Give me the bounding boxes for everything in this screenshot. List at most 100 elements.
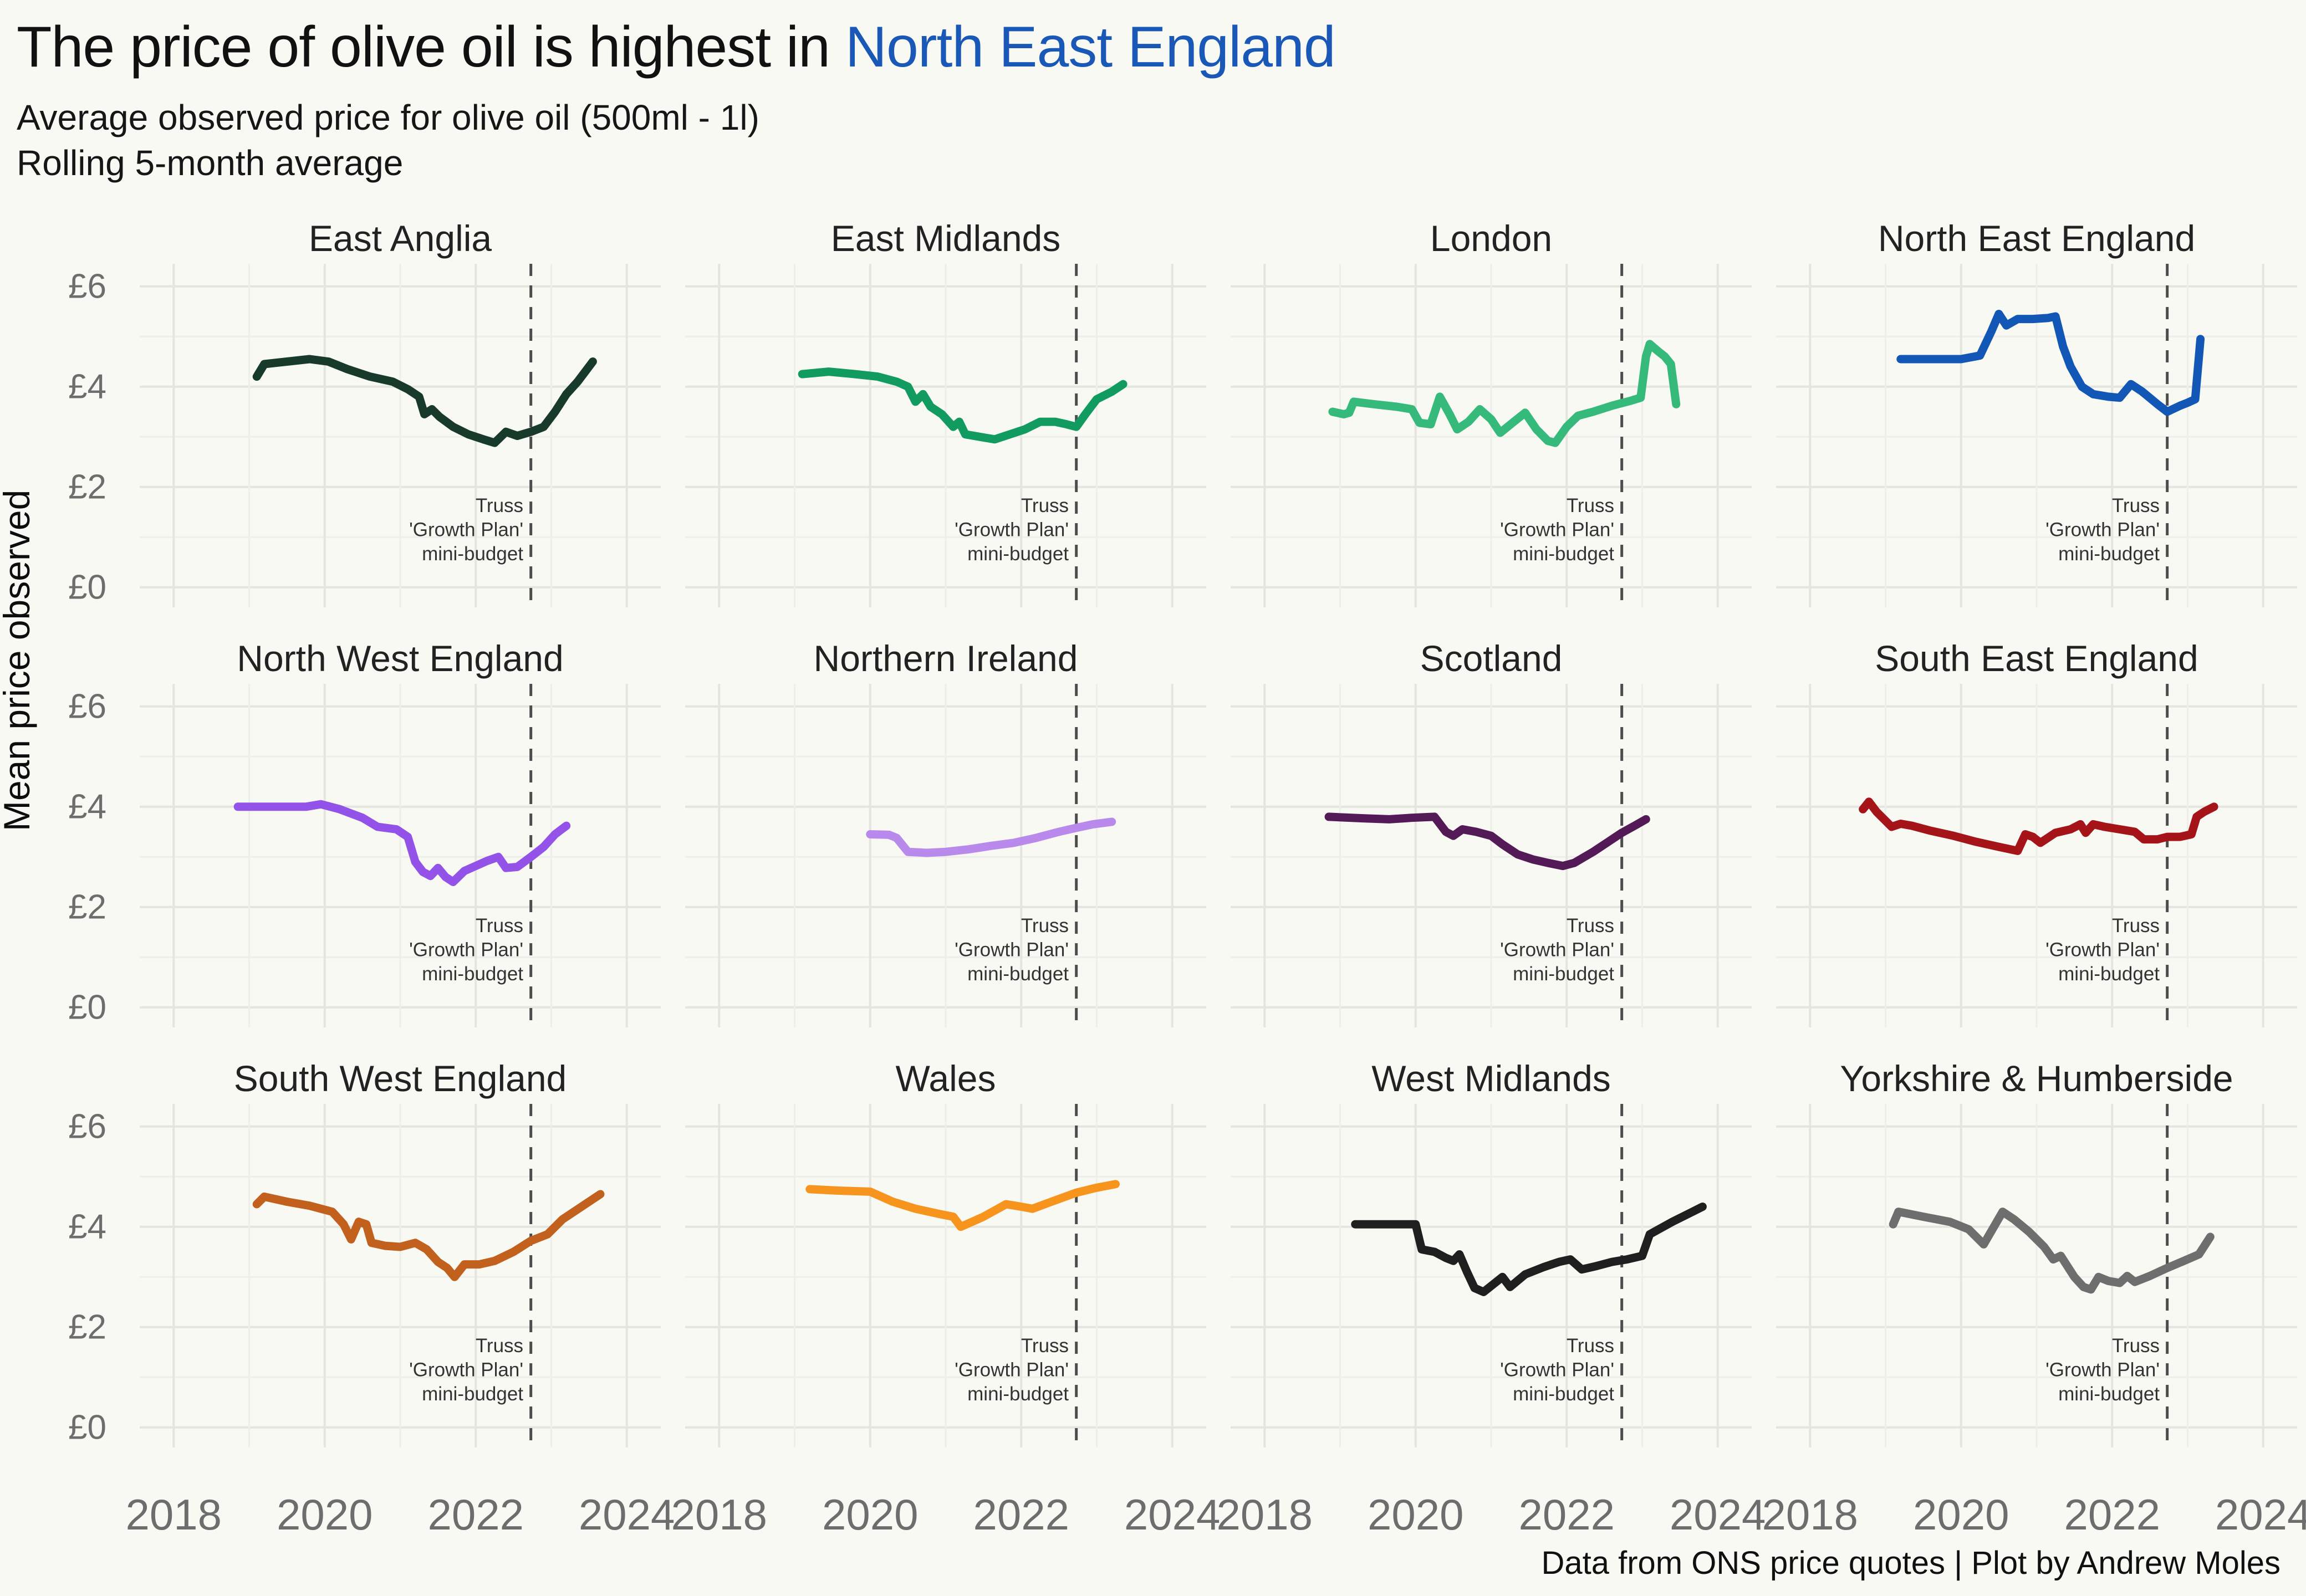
event-annotation-line-1: Truss [476, 915, 523, 937]
gutter-spacer [10, 217, 115, 264]
x-tick-label: 2018 [1216, 1490, 1313, 1539]
subtitle-line-1: Average observed price for olive oil (50… [17, 97, 759, 137]
event-annotation-line-1: Truss [2112, 915, 2160, 937]
subplot-london: London Truss 'Growth Plan' mini-budget [1231, 217, 1752, 607]
price-line-north-east-england [1896, 310, 2205, 416]
subplot-canvas: Truss'Growth Plan'mini-budget [1776, 264, 2297, 607]
subplot-northern-ireland: Northern Ireland Truss 'Growth Plan' mini-b… [685, 637, 1206, 1027]
x-tick-label: 2020 [1368, 1490, 1464, 1539]
y-tick-column: £6 £4 £2 £0 [10, 684, 115, 1027]
price-line-south-west-england [252, 1190, 605, 1281]
subplot-title: West Midlands [1371, 1058, 1611, 1099]
event-annotation-line-2: 'Growth Plan' [409, 519, 523, 540]
event-annotation-line-1: Truss [1567, 915, 1614, 937]
y-tick-label: £6 [68, 1107, 106, 1146]
x-tick-label: 2020 [1913, 1490, 2009, 1539]
event-annotation-line-3: mini-budget [1513, 963, 1614, 985]
subplot-west-midlands: West Midlands Truss 'Growth Plan' mini-budg… [1231, 1057, 1752, 1447]
plot-panel: Truss 'Growth Plan' mini-budget [140, 264, 661, 607]
y-tick-label: £4 [68, 367, 106, 406]
event-annotation-line-1: Truss [2112, 1335, 2160, 1357]
x-tick-label: 2024 [1124, 1490, 1221, 1539]
y-tick-label: £0 [68, 568, 106, 607]
price-line-west-midlands [1351, 1203, 1707, 1296]
x-tick-strip-col-2: 2018 2020 2022 2024 [671, 1477, 1221, 1539]
y-tick-label: £2 [68, 468, 106, 507]
chart-grid: £6 £4 £2 £0 East Anglia Truss 'Growth Plan' min… [10, 217, 2306, 1539]
x-axis-gutter [10, 1477, 115, 1538]
price-line-yorkshire-humberside [1889, 1208, 2215, 1294]
figure-header: The price of olive oil is highest in Nor… [0, 0, 2306, 186]
x-tick-label: 2022 [973, 1490, 1069, 1539]
event-annotation-line-2: 'Growth Plan' [409, 1359, 523, 1380]
subplot-canvas: Truss'Growth Plan'mini-budget [140, 684, 661, 1027]
price-line-east-midlands [798, 367, 1128, 444]
event-annotation-line-2: 'Growth Plan' [2045, 1359, 2160, 1380]
subplot-north-east-england: North East England Truss 'Growth Plan' mini… [1776, 217, 2297, 607]
subplot-title: Northern Ireland [813, 638, 1078, 679]
subplot-canvas: Truss'Growth Plan' mini-budget [1776, 684, 2297, 1027]
plot-panel: Truss 'Growth Plan' mini-budget [140, 684, 661, 1027]
y-tick-label: £2 [68, 1308, 106, 1347]
price-line-northern-ireland [866, 817, 1116, 857]
event-annotation-line-3: mini-budget [967, 963, 1069, 985]
subplot-north-west-england: North West England Truss 'Growth Plan' mini… [140, 637, 661, 1027]
subplot-canvas: Truss'Growth Plan' mini-budget [1231, 1104, 1752, 1447]
event-annotation-line-2: 'Growth Plan' [955, 519, 1069, 540]
x-tick-label: 2020 [822, 1490, 919, 1539]
event-annotation-line-1: Truss [1567, 1335, 1614, 1357]
title-highlight-region: North East England [845, 15, 1336, 79]
event-annotation-line-2: 'Growth Plan' [1500, 939, 1614, 960]
event-annotation-line-2: 'Growth Plan' [409, 939, 523, 960]
plot-panel: Truss 'Growth Plan' mini-budget [1231, 1104, 1752, 1447]
plot-panel: Truss 'Growth Plan' mini-budget [1776, 684, 2297, 1027]
y-axis-gutter-row-2: £6 £4 £2 £0 [10, 637, 115, 1027]
title-prefix: The price of olive oil is highest in [17, 15, 845, 79]
price-line-wales [805, 1180, 1120, 1231]
price-line-south-east-england [1859, 797, 2218, 855]
plot-panel: Truss 'Growth Plan' mini-budget [685, 264, 1206, 607]
x-tick-strip-col-1: 2018 2020 2022 2024 [126, 1477, 675, 1539]
event-annotation-line-1: Truss [1567, 495, 1614, 516]
subplot-title: South West England [233, 1058, 567, 1099]
x-tick-strip-col-4: 2018 2020 2022 2024 [1762, 1477, 2306, 1539]
event-annotation-line-2: 'Growth Plan' [2045, 519, 2160, 540]
event-annotation-line-1: Truss [1021, 495, 1069, 516]
x-tick-label: 2022 [427, 1490, 524, 1539]
event-annotation-line-2: 'Growth Plan' [1500, 1359, 1614, 1380]
x-tick-label: 2020 [277, 1490, 373, 1539]
event-annotation-line-3: mini-budget [2058, 963, 2160, 985]
y-tick-column: £6 £4 £2 £0 [10, 264, 115, 607]
page-title: The price of olive oil is highest in Nor… [17, 14, 2306, 81]
subplot-east-midlands: East Midlands Truss 'Growth Plan' mini-budg… [685, 217, 1206, 607]
subtitle-line-2: Rolling 5-month average [17, 142, 404, 183]
event-annotation-line-1: Truss [476, 1335, 523, 1357]
y-tick-label: £0 [68, 1408, 106, 1447]
event-annotation-line-1: Truss [2112, 495, 2160, 516]
subplot-title: South East England [1875, 638, 2198, 679]
subplot-title: Wales [895, 1058, 996, 1099]
event-annotation-line-2: 'Growth Plan' [955, 1359, 1069, 1380]
y-tick-label: £4 [68, 1208, 106, 1246]
figure-subtitle: Average observed price for olive oil (50… [17, 95, 2306, 186]
subplot-east-anglia: East Anglia Truss 'Growth Plan' mini-budget [140, 217, 661, 607]
price-line-london [1328, 340, 1681, 447]
plot-panel: Truss 'Growth Plan' mini-budget [1776, 1104, 2297, 1447]
event-annotation-line-3: mini-budget [1513, 1383, 1614, 1405]
subplot-south-west-england: South West England Truss 'Growth Plan' mini… [140, 1057, 661, 1447]
x-tick-label: 2024 [2215, 1490, 2306, 1539]
credit-footer: Data from ONS price quotes | Plot by And… [1541, 1545, 2281, 1581]
event-annotation-line-2: 'Growth Plan' [1500, 519, 1614, 540]
event-annotation-line-1: Truss [476, 495, 523, 516]
y-tick-label: £4 [68, 787, 106, 826]
x-tick-label: 2022 [1518, 1490, 1615, 1539]
x-tick-strip-col-3: 2018 2020 2022 2024 [1217, 1477, 1766, 1539]
event-annotation-line-3: mini-budget [967, 543, 1069, 565]
subplot-title: East Anglia [308, 218, 492, 259]
subplot-wales: Wales Truss 'Growth Plan' mini-budget [685, 1057, 1206, 1447]
gutter-spacer [10, 637, 115, 684]
plot-panel: Truss 'Growth Plan' mini-budget [140, 1104, 661, 1447]
x-tick-label: 2024 [578, 1490, 675, 1539]
subplot-canvas: Truss'Growth Plan' mini-budget [1231, 684, 1752, 1027]
event-annotation-line-2: 'Growth Plan' [2045, 939, 2160, 960]
